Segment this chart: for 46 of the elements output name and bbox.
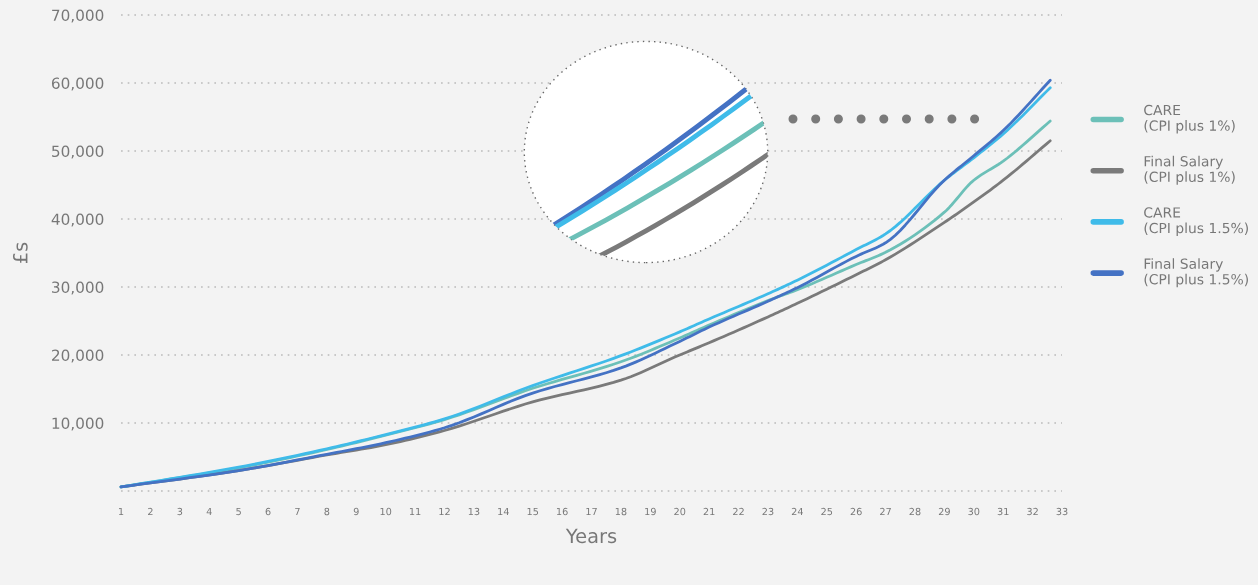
x-tick-label: 12 bbox=[439, 507, 450, 516]
y-tick-label: 50,000 bbox=[52, 145, 104, 159]
x-tick-label: 15 bbox=[527, 507, 539, 516]
x-tick-label: 26 bbox=[850, 507, 862, 516]
x-tick-label: 20 bbox=[674, 507, 686, 516]
x-tick-label: 19 bbox=[645, 507, 656, 516]
x-tick-label: 5 bbox=[236, 507, 241, 516]
x-tick-label: 11 bbox=[409, 507, 421, 516]
y-tick-label: 60,000 bbox=[51, 77, 104, 91]
x-tick-label: 21 bbox=[703, 507, 715, 516]
x-tick-label: 4 bbox=[206, 507, 212, 516]
x-tick-label: 32 bbox=[1027, 507, 1038, 516]
x-tick-label: 24 bbox=[791, 507, 803, 516]
legend-label: Final Salary (CPI plus 1.5%) bbox=[1144, 258, 1248, 288]
x-tick-label: 17 bbox=[586, 507, 597, 516]
x-tick-label: 23 bbox=[762, 507, 774, 516]
x-tick-label: 33 bbox=[1056, 507, 1068, 516]
x-tick-label: 10 bbox=[380, 507, 392, 516]
x-tick-label: 14 bbox=[498, 507, 509, 516]
x-axis-title: Years bbox=[565, 528, 617, 544]
x-tick-label: 28 bbox=[909, 507, 921, 516]
y-tick-label: 30,000 bbox=[52, 281, 104, 295]
legend-label: Final Salary (CPI plus 1%) bbox=[1144, 155, 1235, 185]
x-tick-label: 6 bbox=[265, 507, 271, 516]
y-tick-label: 70,000 bbox=[52, 9, 104, 23]
x-tick-label: 25 bbox=[821, 507, 833, 516]
y-tick-label: 40,000 bbox=[51, 213, 104, 227]
x-tick-label: 31 bbox=[997, 507, 1009, 516]
x-tick-label: 8 bbox=[324, 507, 330, 516]
x-tick-label: 13 bbox=[468, 507, 480, 516]
y-axis-title: £s bbox=[12, 242, 28, 264]
y-tick-label: 20,000 bbox=[52, 349, 104, 363]
y-tick-label: 10,000 bbox=[52, 417, 104, 431]
x-tick-label: 22 bbox=[733, 507, 744, 516]
x-tick-label: 2 bbox=[148, 507, 153, 516]
x-tick-label: 9 bbox=[353, 507, 359, 516]
x-tick-label: 30 bbox=[968, 507, 980, 516]
x-tick-label: 3 bbox=[177, 507, 183, 516]
legend-label: CARE (CPI plus 1.5%) bbox=[1144, 207, 1248, 236]
x-tick-label: 1 bbox=[118, 507, 124, 516]
x-tick-label: 7 bbox=[295, 507, 300, 516]
legend-label: CARE (CPI plus 1%) bbox=[1144, 104, 1235, 134]
x-tick-label: 27 bbox=[880, 507, 891, 516]
x-tick-label: 16 bbox=[556, 507, 568, 516]
x-tick-label: 29 bbox=[938, 507, 950, 516]
x-tick-label: 18 bbox=[615, 507, 627, 516]
